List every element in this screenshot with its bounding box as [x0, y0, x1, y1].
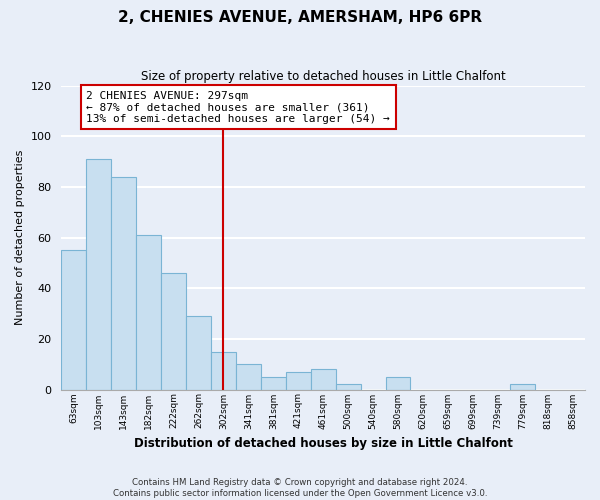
Text: Contains HM Land Registry data © Crown copyright and database right 2024.
Contai: Contains HM Land Registry data © Crown c…: [113, 478, 487, 498]
Title: Size of property relative to detached houses in Little Chalfont: Size of property relative to detached ho…: [141, 70, 506, 83]
Y-axis label: Number of detached properties: Number of detached properties: [15, 150, 25, 325]
Bar: [211, 352, 236, 390]
Bar: [186, 316, 211, 390]
X-axis label: Distribution of detached houses by size in Little Chalfont: Distribution of detached houses by size …: [134, 437, 512, 450]
Bar: [86, 159, 111, 390]
Bar: [261, 377, 286, 390]
Bar: [111, 176, 136, 390]
Bar: [386, 377, 410, 390]
Text: 2, CHENIES AVENUE, AMERSHAM, HP6 6PR: 2, CHENIES AVENUE, AMERSHAM, HP6 6PR: [118, 10, 482, 25]
Bar: [236, 364, 261, 390]
Text: 2 CHENIES AVENUE: 297sqm
← 87% of detached houses are smaller (361)
13% of semi-: 2 CHENIES AVENUE: 297sqm ← 87% of detach…: [86, 90, 390, 124]
Bar: [136, 235, 161, 390]
Bar: [335, 384, 361, 390]
Bar: [286, 372, 311, 390]
Bar: [510, 384, 535, 390]
Bar: [161, 273, 186, 390]
Bar: [311, 369, 335, 390]
Bar: [61, 250, 86, 390]
